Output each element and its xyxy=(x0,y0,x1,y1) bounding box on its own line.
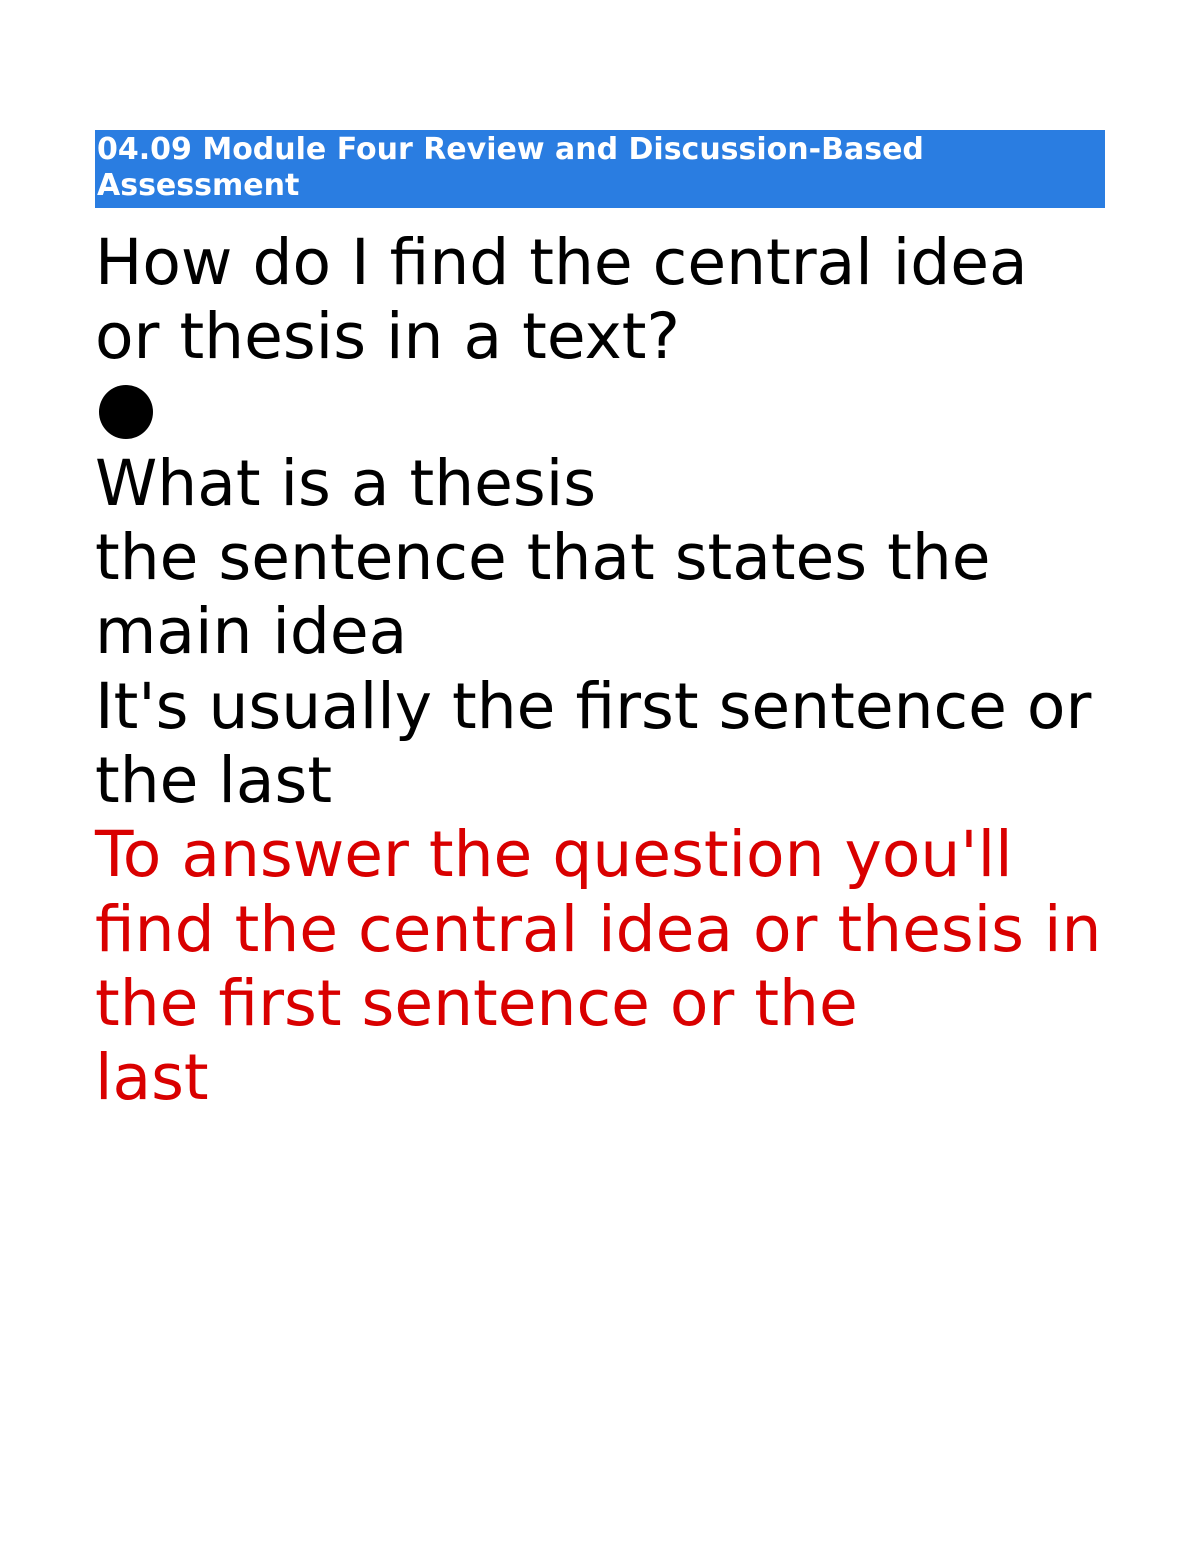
main-question: How do I find the central idea or thesis… xyxy=(95,226,1105,375)
bullet-icon xyxy=(99,385,153,439)
answer-line-1: To answer the question you'll find the c… xyxy=(95,818,1105,1041)
body-line-2: the sentence that states the main idea xyxy=(95,521,1105,670)
answer-line-2: last xyxy=(95,1041,1105,1115)
module-header-bar: 04.09 Module Four Review and Discussion-… xyxy=(95,130,1105,208)
module-header-title: 04.09 Module Four Review and Discussion-… xyxy=(97,132,924,203)
body-line-1: What is a thesis xyxy=(95,447,1105,521)
body-line-3: It's usually the first sentence or the l… xyxy=(95,670,1105,819)
